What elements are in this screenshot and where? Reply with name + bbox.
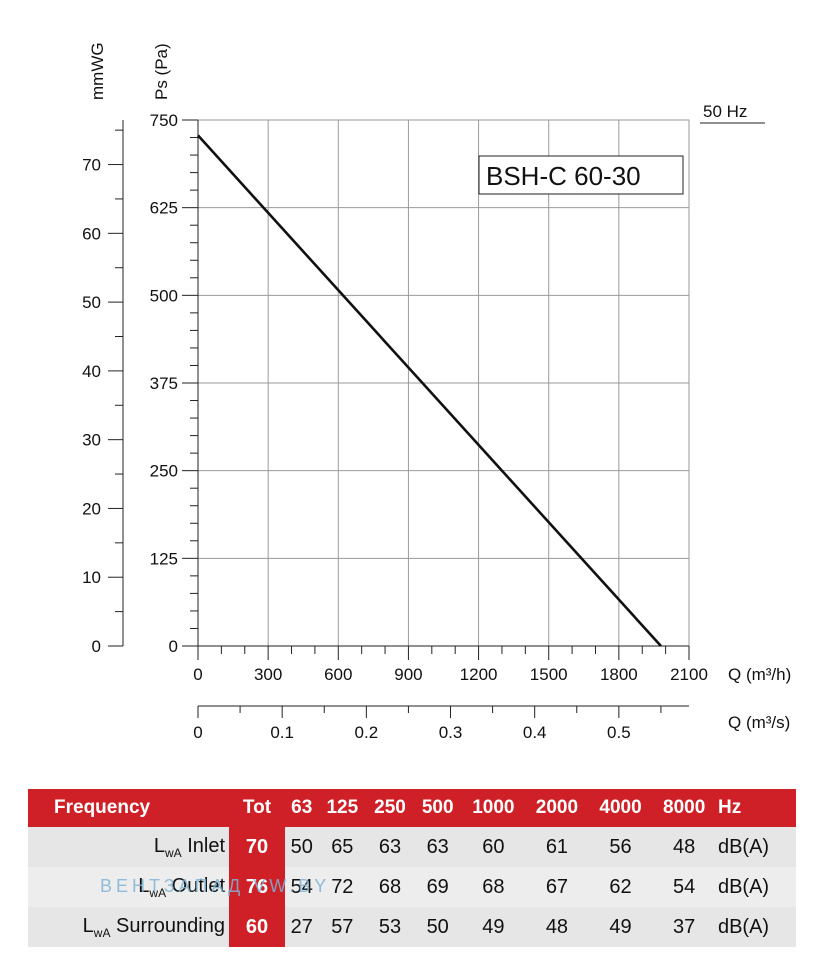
y-axis-title: Ps (Pa) [152,43,171,100]
y-tick-label: 375 [150,374,178,393]
unit-cell: dB(A) [715,867,796,907]
tot-cell: 60 [229,907,285,947]
x-tick-label: 2100 [670,665,708,684]
value-cell: 50 [285,827,319,867]
fan-curve-chart: 0 125 250 375 500 625 750 0 10 20 30 40 50 60 70 0 300 60… [82,42,791,742]
y-tick-label: 0 [169,637,178,656]
chart-ticks: 0 125 250 375 500 625 750 0 10 20 30 40 50 60 70 0 300 60… [82,111,708,742]
value-cell: 57 [318,907,367,947]
value-cell: 27 [285,907,319,947]
x-axis-title: Q (m³/h) [728,665,791,684]
unit-cell: dB(A) [715,827,796,867]
header-tot: Tot [229,789,285,827]
header-cell: 4000 [588,789,653,827]
row-label: LwA Outlet [28,867,229,907]
y-mmwg-tick-label: 30 [82,431,101,450]
row-label: LwA Surrounding [28,907,229,947]
x-tick-label: 1500 [530,665,568,684]
header-cell: 1000 [461,789,526,827]
x2-tick-label: 0.2 [355,723,379,742]
chart-grid [197,119,690,647]
value-cell: 72 [318,867,367,907]
header-cell: 63 [285,789,319,827]
value-cell: 68 [366,867,414,907]
value-cell: 69 [413,867,462,907]
value-cell: 67 [525,867,589,907]
value-cell: 61 [525,827,589,867]
value-cell: 65 [318,827,367,867]
header-cell: 125 [318,789,367,827]
y-mmwg-tick-label: 70 [82,156,101,175]
value-cell: 49 [461,907,526,947]
y-tick-label: 625 [150,199,178,218]
value-cell: 54 [285,867,319,907]
header-cell: Hz [715,789,796,827]
tot-cell: 70 [229,827,285,867]
x-tick-label: 1800 [600,665,638,684]
y-tick-label: 500 [150,286,178,305]
header-frequency: Frequency [28,789,229,827]
value-cell: 56 [588,827,653,867]
chart-series [197,134,662,647]
table-row: LwA Outlet 76 54 72 68 69 68 67 62 54 dB(A) [28,867,796,907]
value-cell: 60 [461,827,526,867]
y-tick-label: 125 [150,549,178,568]
unit-cell: dB(A) [715,907,796,947]
y-tick-label: 250 [150,462,178,481]
fan-curve-line [197,134,662,647]
chart-title: BSH-C 60-30 [486,161,641,191]
value-cell: 62 [588,867,653,907]
frequency-label: 50 Hz [703,102,747,121]
x-tick-label: 300 [254,665,282,684]
x-tick-label: 600 [324,665,352,684]
y-mmwg-tick-label: 50 [82,293,101,312]
y-left-unit-label: mmWG [88,42,107,100]
value-cell: 48 [525,907,589,947]
header-cell: 8000 [652,789,716,827]
value-cell: 63 [413,827,462,867]
sound-power-table: Frequency Tot 63 125 250 500 1000 2000 4000 8000 H… [28,789,796,947]
x2-tick-label: 0.1 [270,723,294,742]
value-cell: 68 [461,867,526,907]
table-row: LwA Surrounding 60 27 57 53 50 49 48 49 37 dB(A) [28,907,796,947]
value-cell: 37 [652,907,716,947]
value-cell: 48 [652,827,716,867]
value-cell: 49 [588,907,653,947]
value-cell: 63 [366,827,414,867]
value-cell: 50 [413,907,462,947]
y-mmwg-tick-label: 10 [82,568,101,587]
header-cell: 2000 [525,789,589,827]
x-tick-label: 1200 [460,665,498,684]
watermark: ВЕНТЗАПАД VW.BY [100,876,331,896]
y-mmwg-tick-label: 60 [82,224,101,243]
table-header-row: Frequency Tot 63 125 250 500 1000 2000 4000 8000 H… [28,789,796,827]
table-row: LwA Inlet 70 50 65 63 63 60 61 56 48 dB(A) [28,827,796,867]
value-cell: 54 [652,867,716,907]
x-tick-label: 0 [193,665,202,684]
x2-tick-label: 0 [193,723,202,742]
y-mmwg-tick-label: 20 [82,499,101,518]
chart-title-box [478,155,684,195]
y-tick-label: 750 [150,111,178,130]
row-label: LwA Inlet [28,827,229,867]
value-cell: 53 [366,907,414,947]
x2-tick-label: 0.5 [607,723,631,742]
x-tick-label: 900 [394,665,422,684]
tot-cell: 76 [229,867,285,907]
x2-tick-label: 0.4 [523,723,547,742]
y-mmwg-tick-label: 40 [82,362,101,381]
header-cell: 250 [366,789,414,827]
y-mmwg-tick-label: 0 [92,637,101,656]
header-cell: 500 [413,789,462,827]
x2-tick-label: 0.3 [439,723,463,742]
x2-axis-title: Q (m³/s) [728,713,790,732]
